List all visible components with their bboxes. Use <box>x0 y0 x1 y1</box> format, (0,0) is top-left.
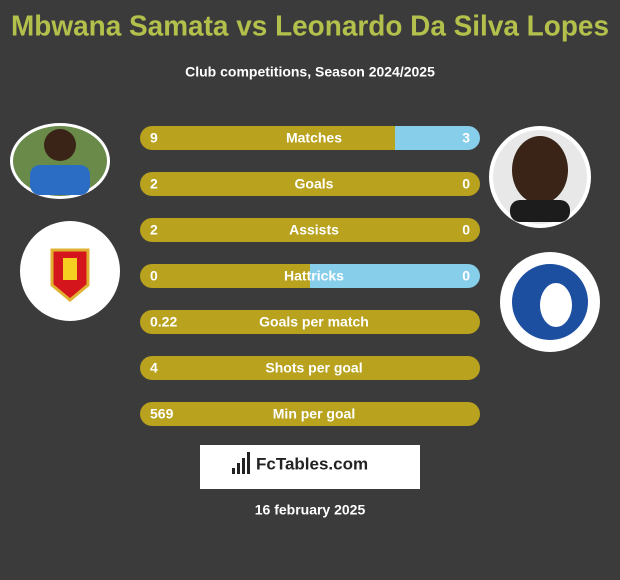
date: 16 february 2025 <box>255 502 366 518</box>
stat-label: Shots per goal <box>265 360 362 376</box>
title: Mbwana Samata vs Leonardo Da Silva Lopes <box>11 11 609 43</box>
right-value: 0 <box>462 222 470 238</box>
stat-row <box>140 356 480 380</box>
stat-label: Matches <box>286 130 342 146</box>
left-value: 0 <box>150 268 158 284</box>
left-bar <box>140 218 480 242</box>
stat-row <box>140 218 480 242</box>
stat-label: Goals per match <box>259 314 369 330</box>
left-value: 4 <box>150 360 158 376</box>
stat-label: Goals <box>295 176 334 192</box>
brand: FcTables.com <box>256 454 368 473</box>
left-bar <box>140 172 480 196</box>
left-value: 9 <box>150 130 158 146</box>
left-value: 2 <box>150 176 158 192</box>
left-bar <box>140 356 480 380</box>
left-bar <box>140 126 395 150</box>
club-right-logo <box>500 252 600 352</box>
left-value: 2 <box>150 222 158 238</box>
right-value: 3 <box>462 130 470 146</box>
right-bar <box>395 126 480 150</box>
left-bar <box>140 310 480 334</box>
club-left-logo <box>20 221 120 321</box>
left-value: 0.22 <box>150 314 177 330</box>
stat-row <box>140 402 480 426</box>
subtitle: Club competitions, Season 2024/2025 <box>185 64 435 80</box>
right-value: 0 <box>462 268 470 284</box>
player-right-photo <box>489 126 591 228</box>
right-bar <box>310 264 480 288</box>
stat-row <box>140 310 480 334</box>
stat-row <box>140 172 480 196</box>
left-bar <box>140 264 310 288</box>
stat-row <box>140 126 480 150</box>
right-value: 0 <box>462 176 470 192</box>
player-left-photo <box>10 123 110 199</box>
stat-label: Assists <box>289 222 339 238</box>
left-value: 569 <box>150 406 174 422</box>
left-bar <box>140 402 480 426</box>
stat-label: Min per goal <box>273 406 355 422</box>
stat-label: Hattricks <box>284 268 344 284</box>
stat-row <box>140 264 480 288</box>
brand-box: FcTables.com <box>200 445 420 489</box>
